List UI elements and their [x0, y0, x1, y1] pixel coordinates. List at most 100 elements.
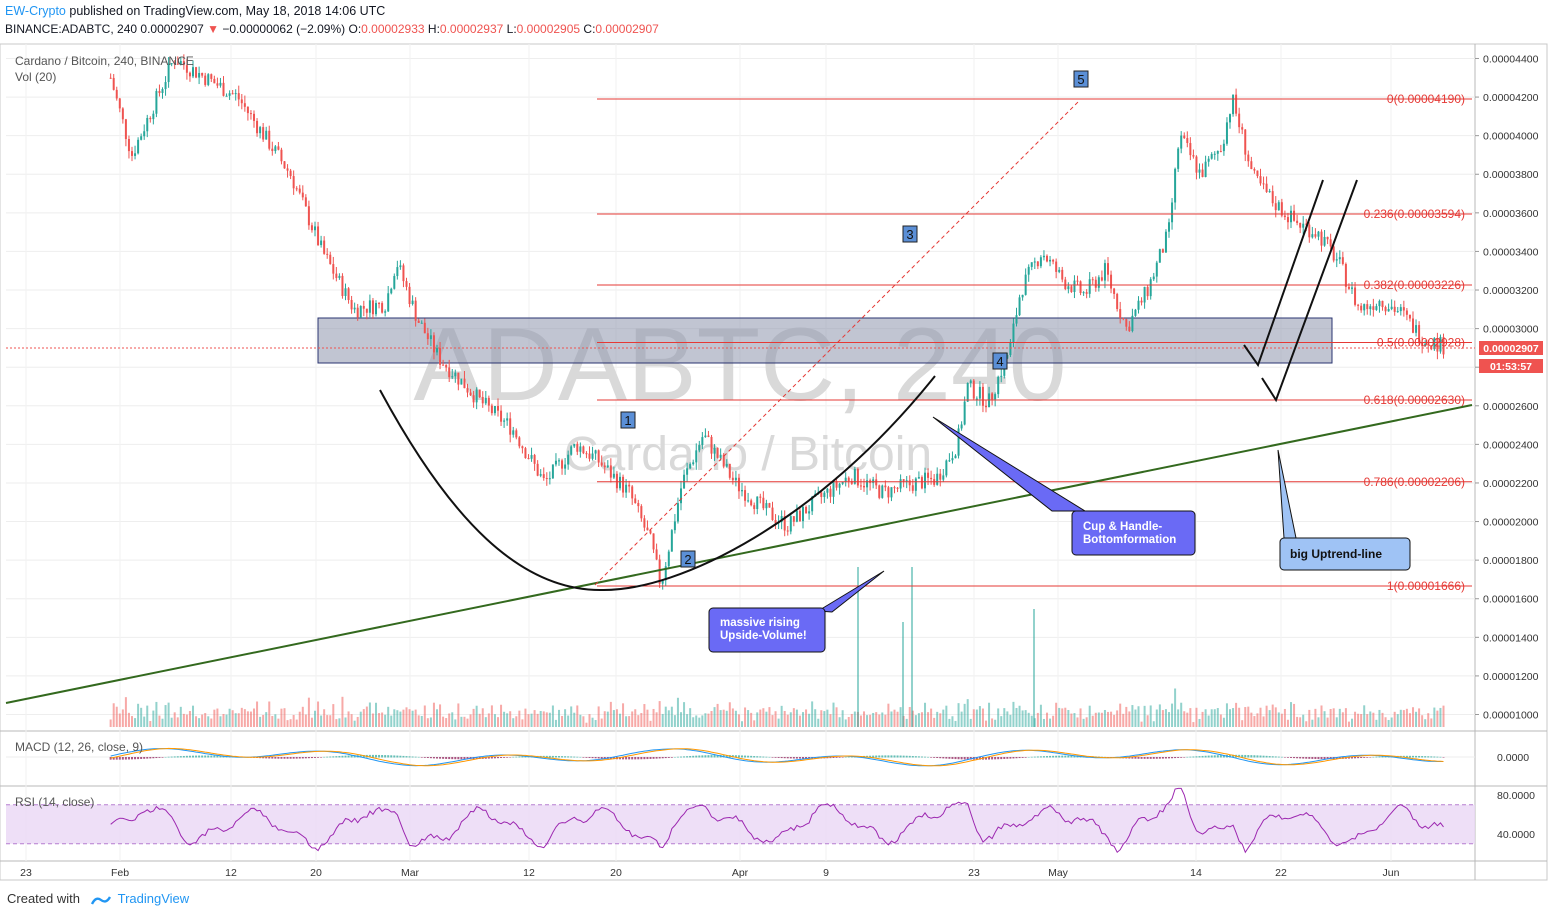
candle-body	[625, 484, 628, 493]
volume-bar	[847, 716, 850, 727]
volume-bar	[426, 718, 429, 727]
volume-bar	[1366, 714, 1369, 727]
volume-bar	[323, 709, 326, 727]
candle-body	[228, 93, 231, 96]
candle-body	[1399, 307, 1402, 312]
candle-body	[1113, 288, 1116, 294]
candle-body	[1204, 161, 1207, 177]
candle-body	[808, 511, 811, 514]
tradingview-brand-link[interactable]: TradingView	[117, 891, 190, 906]
macd-histogram-bar	[591, 757, 594, 759]
candle-body	[991, 393, 994, 400]
volume-bar	[1290, 702, 1293, 727]
macd-histogram-bar	[454, 757, 457, 760]
volume-bar	[664, 706, 667, 727]
candle-body	[719, 454, 722, 458]
main-legend[interactable]: Cardano / Bitcoin, 240, BINANCE	[15, 54, 194, 68]
macd-histogram-bar	[344, 755, 347, 758]
volume-bar	[972, 709, 975, 727]
volume-bar	[594, 720, 597, 727]
candle-body	[1256, 170, 1259, 177]
macd-legend[interactable]: MACD (12, 26, close, 9)	[15, 740, 144, 754]
candle-body	[1201, 169, 1204, 177]
volume-bar	[1299, 717, 1302, 727]
price-tick-label: 0.00003200	[1483, 285, 1539, 297]
macd-histogram-bar	[146, 757, 149, 759]
callout-cup-handle[interactable]: Cup & Handle- Bottomformation	[932, 416, 1196, 556]
rsi-legend[interactable]: RSI (14, close)	[15, 795, 95, 809]
macd-histogram-bar	[1402, 755, 1405, 758]
volume-bar	[838, 717, 841, 727]
cup-curve[interactable]	[379, 375, 936, 592]
volume-bar	[1183, 711, 1186, 727]
candle-body	[301, 192, 304, 198]
macd-histogram-bar	[792, 757, 795, 759]
volume-bar	[1247, 706, 1250, 727]
volume-bar	[231, 710, 234, 727]
volume-bar	[1363, 705, 1366, 727]
volume-bar	[597, 706, 600, 727]
wave-label-4[interactable]: 4	[992, 352, 1008, 370]
volume-legend[interactable]: Vol (20)	[15, 70, 57, 84]
volume-bar	[1198, 718, 1201, 727]
volume-bar	[1012, 701, 1015, 727]
macd-histogram-bar	[683, 756, 686, 758]
macd-histogram-bar	[826, 757, 829, 759]
candle-body	[164, 82, 167, 90]
candle-body	[1125, 319, 1128, 327]
volume-bar	[112, 703, 115, 727]
volume-bar	[936, 711, 939, 727]
volume-bar	[920, 712, 923, 727]
macd-histogram-bar	[262, 757, 265, 759]
volume-bar	[1250, 712, 1253, 727]
callout-volume[interactable]: massive rising Upside-Volume!	[708, 570, 885, 653]
macd-histogram-bar	[384, 755, 387, 758]
candle-body	[960, 424, 963, 429]
candle-body	[320, 240, 323, 246]
volume-bar	[216, 708, 219, 727]
volume-bar	[271, 716, 274, 727]
volume-bar	[411, 710, 414, 727]
macd-histogram-bar	[762, 756, 765, 758]
candle-body	[698, 445, 701, 451]
last-price-tag: 0.00002907 01:53:57	[1479, 341, 1543, 373]
symbol-label[interactable]: BINANCE:ADABTC, 240	[5, 22, 138, 36]
macd-histogram-bar	[1055, 755, 1058, 758]
uptrend-line[interactable]	[5, 404, 1473, 704]
macd-histogram-bar	[405, 756, 408, 758]
candle-body	[1268, 191, 1271, 193]
macd-histogram-bar	[771, 757, 774, 758]
macd-histogram-bar	[1384, 756, 1387, 758]
wave-label-5[interactable]: 5	[1073, 70, 1089, 88]
macd-histogram-bar	[161, 757, 164, 758]
callout-uptrend[interactable]: big Uptrend-line	[1277, 449, 1411, 571]
macd-histogram-bar	[121, 757, 124, 760]
volume-bar	[835, 707, 838, 727]
macd-histogram-bar	[359, 755, 362, 758]
candle-body	[1280, 202, 1283, 216]
candle-body	[182, 61, 185, 66]
volume-bar	[304, 714, 307, 727]
candle-body	[1332, 246, 1335, 261]
macd-histogram-bar	[460, 757, 463, 760]
support-zone[interactable]	[317, 317, 1333, 364]
wave-label-2[interactable]: 2	[680, 550, 696, 568]
candle-body	[1433, 338, 1436, 350]
macd-histogram-bar	[1238, 754, 1241, 758]
volume-bar	[1119, 703, 1122, 727]
projection-path-1[interactable]	[1243, 179, 1324, 368]
candle-body	[783, 516, 786, 531]
author-link[interactable]: EW-Crypto	[5, 4, 66, 18]
macd-histogram-bar	[875, 755, 878, 758]
candle-body	[1107, 263, 1110, 275]
candle-body	[1347, 286, 1350, 289]
volume-bar	[765, 711, 768, 727]
volume-bar	[1329, 709, 1332, 727]
projection-path-2[interactable]	[1261, 179, 1358, 403]
candle-body	[680, 488, 683, 504]
volume-bar	[1006, 711, 1009, 727]
wave-label-1[interactable]: 1	[620, 411, 636, 429]
wave-label-3[interactable]: 3	[902, 225, 918, 243]
volume-bar	[985, 720, 988, 727]
